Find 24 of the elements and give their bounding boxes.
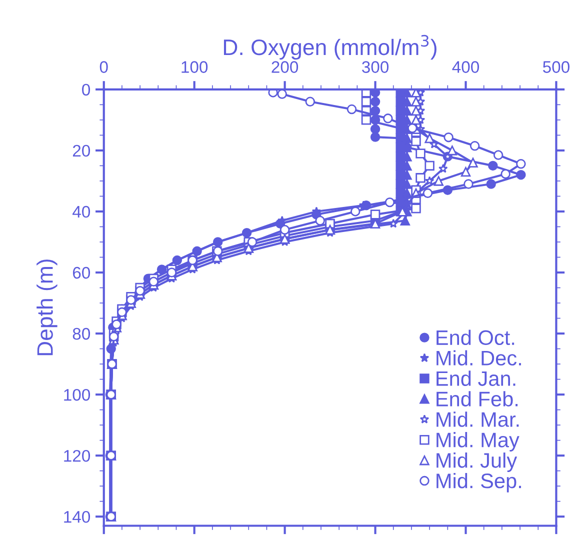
y-tick-label: 20 [72, 144, 90, 157]
y-tick-label: 140 [64, 510, 90, 523]
x-tick-label: 300 [362, 61, 389, 73]
x-tick-label: 400 [452, 61, 480, 73]
y-tick-label: 120 [64, 450, 90, 462]
x-tick-label: 100 [182, 61, 208, 73]
y-tick-label: 0 [82, 84, 90, 96]
legend-label: Mid. Dec. [436, 350, 521, 366]
x-tick-label: 0 [100, 61, 108, 73]
legend-label: End Feb. [436, 391, 518, 406]
legend-label: End Oct. [436, 330, 514, 346]
y-tick-label: 80 [72, 328, 90, 340]
legend-label: End Jan. [436, 370, 516, 386]
y-axis-title: Depth (m) [36, 260, 58, 356]
legend-label: Mid. Sep. [436, 472, 521, 492]
legend-label: Mid. May [436, 432, 520, 452]
y-tick-label: 60 [72, 266, 90, 279]
legend-label: Mid. July [436, 452, 518, 472]
y-tick-label: 40 [72, 206, 90, 218]
x-axis-title: D. Oxygen (mmol/m$^{3}$) [224, 34, 436, 60]
y-tick-label: 100 [64, 388, 90, 401]
legend-label: Mid. Mar. [436, 412, 519, 427]
x-tick-label: 500 [542, 61, 570, 73]
x-tick-label: 200 [272, 61, 298, 73]
